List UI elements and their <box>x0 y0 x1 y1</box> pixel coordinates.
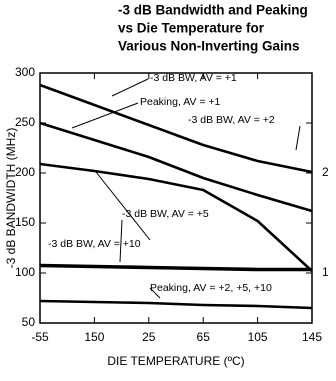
y-tick-label: 50 <box>22 315 36 329</box>
annotation: Peaking, AV = +1 <box>140 96 221 108</box>
x-tick-label: 145 <box>302 330 322 344</box>
annotation: -3 dB BW, AV = +10 <box>48 238 141 250</box>
plot-frame <box>39 72 313 324</box>
chart-title: -3 dB Bandwidth and Peaking <box>118 3 308 18</box>
x-tick-label: 105 <box>248 330 268 344</box>
y-tick-label: 250 <box>15 115 35 129</box>
y-tick-label: 200 <box>15 165 35 179</box>
annotation: -3 dB BW, AV = +2 <box>188 114 275 126</box>
series-line <box>39 299 313 310</box>
x-tick-label: 150 <box>84 330 104 344</box>
x-tick-label: 65 <box>197 330 211 344</box>
annotation-arrow <box>149 287 161 299</box>
series-line <box>39 162 313 272</box>
series-line <box>39 264 312 272</box>
x-tick-label: -55 <box>31 330 49 344</box>
annotation: -3 dB BW, AV = +5 <box>122 208 209 220</box>
y-tick-label: 300 <box>15 65 35 79</box>
y-tick-label: 150 <box>15 215 35 229</box>
x-axis-label: DIE TEMPERATURE (ºC) <box>107 354 244 368</box>
annotation-arrow <box>119 219 123 263</box>
y-tick-label: 100 <box>15 265 35 279</box>
series-line <box>39 121 313 213</box>
x-tick-label: 25 <box>142 330 156 344</box>
annotation-arrow <box>71 102 139 129</box>
annotation-arrow <box>95 171 151 241</box>
annotation: Peaking, AV = +2, +5, +10 <box>150 282 272 294</box>
annotation: -3 dB BW, AV = +1 <box>150 72 237 84</box>
series-line <box>39 83 313 174</box>
chart-title: Various Non-Inverting Gains <box>118 39 300 54</box>
chart-title: vs Die Temperature for <box>118 21 265 36</box>
y2-tick-label: 2 <box>322 165 329 179</box>
annotation-arrow <box>111 78 149 97</box>
y2-tick-label: 1 <box>322 265 329 279</box>
annotation-arrow <box>295 125 301 151</box>
y-axis-label: -3 dB BANDWIDTH (MHz) <box>4 128 18 269</box>
